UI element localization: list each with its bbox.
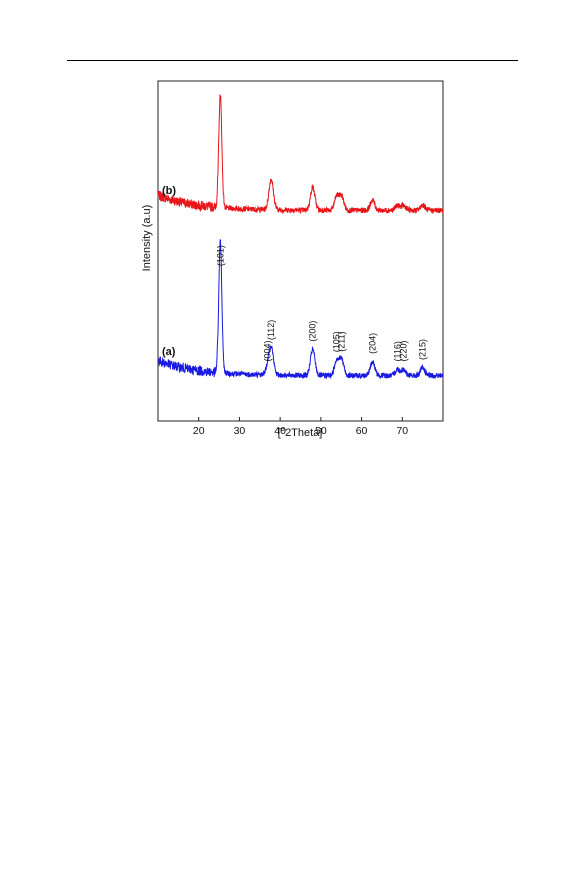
- peak-label: (200): [308, 321, 318, 342]
- x-tick-label: 60: [356, 425, 368, 437]
- peak-label: (112): [266, 320, 276, 340]
- peak-label: (204): [368, 333, 378, 354]
- series-lines: [157, 94, 444, 380]
- x-tick-label: 70: [396, 425, 408, 437]
- series-a-line: [157, 239, 444, 380]
- peak-labels: (101) (004)(112) (200) (105)(211) (204) (116)…: [215, 245, 427, 361]
- series-b-label: (b): [162, 185, 176, 197]
- series-a-label: (a): [162, 346, 176, 358]
- peak-label: (105): [332, 331, 342, 352]
- y-axis-title: Intensity (a.u): [141, 205, 153, 272]
- x-tick-label: 30: [234, 425, 246, 437]
- plot-frame: [157, 80, 444, 422]
- series-b-line: [157, 94, 444, 215]
- peak-label: (004): [263, 340, 273, 361]
- peak-label: (220): [399, 340, 409, 361]
- peak-label: (101): [215, 245, 225, 266]
- x-tick-label: 50: [315, 425, 327, 437]
- x-tick-label: 20: [193, 425, 205, 437]
- peak-label: (116): [392, 341, 402, 361]
- x-tick-label: 40: [274, 425, 286, 437]
- page-header-rule: [67, 60, 518, 61]
- peak-label: (215): [418, 339, 428, 360]
- x-axis: 20 30 40 50 60 70: [193, 417, 408, 437]
- peak-label: (211): [337, 331, 347, 351]
- x-axis-title: [°2Theta]: [278, 427, 323, 439]
